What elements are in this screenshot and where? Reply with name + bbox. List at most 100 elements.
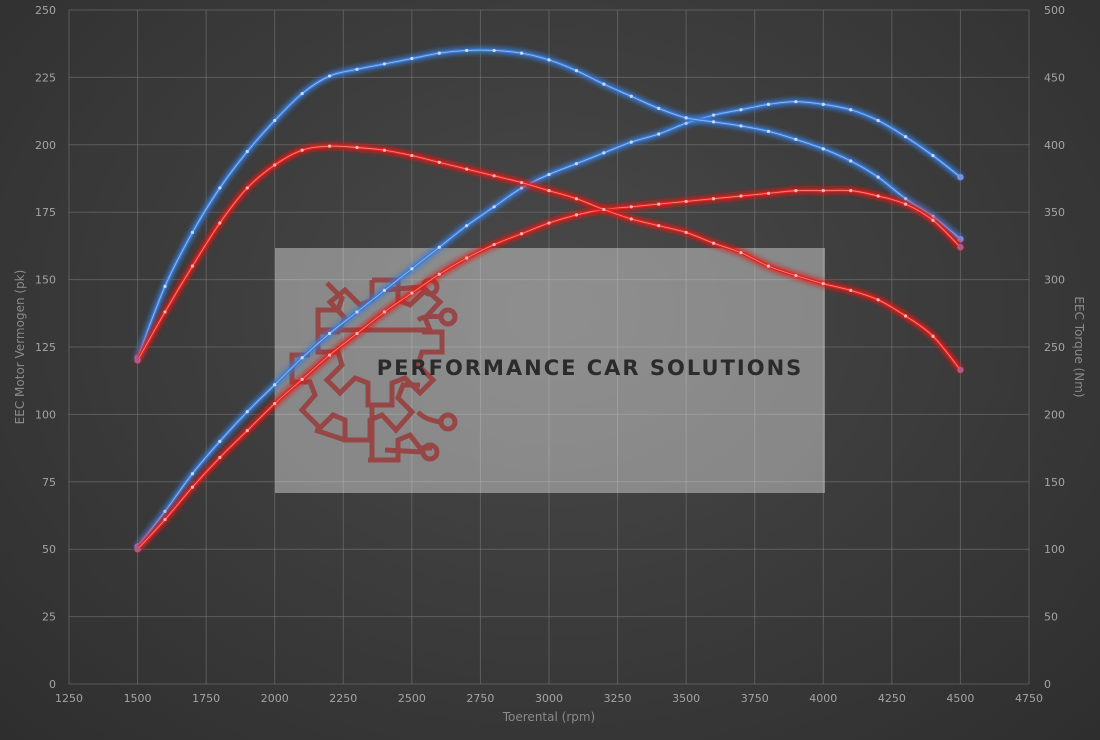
y-right-tick-label: 0 <box>1044 678 1051 691</box>
data-point <box>327 74 332 78</box>
y-left-tick-label: 125 <box>35 341 56 354</box>
endpoint-marker <box>957 366 964 374</box>
data-point <box>931 334 935 338</box>
data-point <box>410 267 414 271</box>
data-point <box>437 160 441 164</box>
data-point <box>739 251 743 255</box>
data-point <box>629 94 633 98</box>
data-point <box>273 402 277 406</box>
data-point <box>876 298 880 302</box>
data-point <box>903 314 908 318</box>
data-point <box>629 140 633 144</box>
data-point <box>711 113 716 117</box>
x-tick-label: 4250 <box>878 692 906 705</box>
data-point <box>300 377 304 381</box>
y-left-tick-label: 25 <box>42 611 56 624</box>
data-point <box>547 221 551 225</box>
y-left-tick-label: 150 <box>35 274 56 287</box>
data-point <box>300 356 304 360</box>
data-point <box>602 82 606 86</box>
data-point <box>821 102 825 106</box>
y-left-tick-label: 225 <box>35 71 56 84</box>
data-point <box>876 194 880 198</box>
data-point <box>355 310 359 314</box>
data-point <box>794 100 798 104</box>
gear-circuit-logo-icon <box>289 277 458 463</box>
data-point <box>519 180 524 185</box>
watermark-text: PERFORMANCE CAR SOLUTIONS <box>377 356 804 380</box>
data-point <box>849 159 853 163</box>
y-right-tick-label: 500 <box>1044 4 1065 17</box>
y-left-tick-label: 175 <box>35 206 56 219</box>
data-point <box>410 153 414 158</box>
data-point <box>245 186 249 190</box>
data-point <box>437 272 441 276</box>
x-tick-label: 1250 <box>55 692 83 705</box>
data-point <box>218 439 222 443</box>
data-point <box>711 197 716 201</box>
data-point <box>794 189 798 193</box>
data-point <box>492 174 496 178</box>
y-axis-right-title: EEC Torque (Nm) <box>1072 296 1086 397</box>
data-point <box>766 102 771 106</box>
data-point <box>657 106 661 111</box>
data-point <box>327 144 332 148</box>
data-point <box>245 428 249 433</box>
x-tick-label: 1500 <box>124 692 152 705</box>
y-right-tick-label: 350 <box>1044 206 1065 219</box>
data-point <box>218 455 222 460</box>
y-left-tick-label: 250 <box>35 4 56 17</box>
x-tick-label: 2750 <box>466 692 494 705</box>
endpoint-marker <box>134 546 141 553</box>
data-point <box>574 162 579 166</box>
data-point <box>931 153 935 158</box>
y-axis-left-title: EEC Motor Vermogen (pk) <box>13 270 27 425</box>
data-point <box>739 108 743 112</box>
x-tick-label: 3250 <box>604 692 632 705</box>
data-point <box>465 256 469 260</box>
data-point <box>355 331 359 336</box>
data-point <box>849 108 853 112</box>
data-point <box>629 217 633 221</box>
data-point <box>574 213 579 217</box>
data-point <box>382 310 387 314</box>
data-point <box>794 273 798 278</box>
data-point <box>766 191 771 195</box>
data-point <box>190 485 195 489</box>
y-right-tick-label: 100 <box>1044 543 1065 556</box>
endpoint-marker <box>957 244 964 251</box>
x-tick-label: 4750 <box>1015 692 1043 705</box>
data-point <box>410 291 414 295</box>
data-point <box>766 129 771 133</box>
data-point <box>903 135 908 139</box>
x-axis-title: Toerental (rpm) <box>502 710 595 724</box>
blue-series-left <box>134 100 964 550</box>
y-left-tick-label: 0 <box>49 678 56 691</box>
y-right-tick-label: 450 <box>1044 71 1065 84</box>
data-point <box>519 186 524 190</box>
data-point <box>574 197 579 201</box>
data-point <box>876 118 880 123</box>
grid <box>68 9 1030 685</box>
data-point <box>163 509 167 514</box>
red-series-left <box>134 188 964 553</box>
data-point <box>931 214 935 218</box>
watermark: PERFORMANCE CAR SOLUTIONS <box>275 248 825 493</box>
x-tick-label: 4000 <box>809 692 837 705</box>
data-point <box>327 331 332 336</box>
data-point <box>519 232 524 236</box>
data-point <box>410 56 414 61</box>
data-point <box>739 194 743 198</box>
red-series-right <box>134 144 964 374</box>
blue-series-right <box>134 48 964 361</box>
data-point <box>711 120 716 124</box>
data-point <box>437 51 441 55</box>
data-point <box>711 241 716 245</box>
data-point <box>300 148 304 152</box>
data-point <box>465 224 469 228</box>
data-point <box>684 230 688 235</box>
x-tick-label: 2500 <box>398 692 426 705</box>
data-point <box>355 145 359 150</box>
data-point <box>629 205 633 209</box>
